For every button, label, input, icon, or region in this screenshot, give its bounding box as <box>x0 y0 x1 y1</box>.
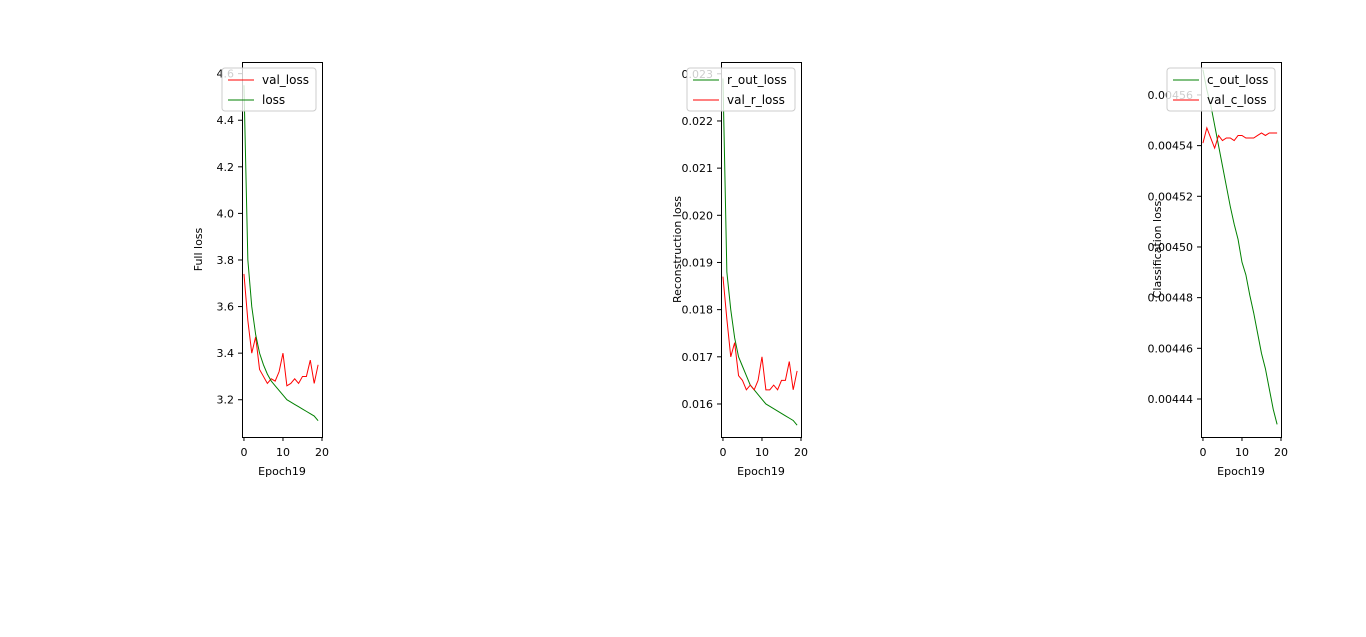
series-line-val_loss <box>243 273 319 387</box>
legend-label-loss: loss <box>262 93 285 107</box>
legend-label-val_loss: val_loss <box>262 73 309 87</box>
series-line-c_out_loss <box>1202 69 1278 425</box>
y-tick-label: 0.019 <box>682 256 714 269</box>
x-axis-label: Epoch19 <box>737 465 785 478</box>
y-tick-label: 0.020 <box>682 209 714 222</box>
y-tick-label: 0.018 <box>682 304 714 317</box>
y-tick-label: 0.00452 <box>1148 190 1194 203</box>
y-tick-label: 3.4 <box>217 347 235 360</box>
y-tick-label: 4.2 <box>217 161 235 174</box>
chart-1: 010203.23.43.63.84.04.24.44.6Epoch19Full… <box>192 62 329 478</box>
x-axis-label: Epoch19 <box>1217 465 1265 478</box>
x-tick-label: 10 <box>276 446 290 459</box>
x-tick-label: 20 <box>1274 446 1288 459</box>
y-tick-label: 3.6 <box>217 301 235 314</box>
y-axis-label: Reconstruction loss <box>671 196 684 303</box>
y-tick-label: 0.00450 <box>1148 241 1194 254</box>
y-tick-label: 0.00446 <box>1148 342 1194 355</box>
x-tick-label: 20 <box>794 446 808 459</box>
y-axis-label: Classification loss <box>1151 200 1164 298</box>
y-axis-label: Full loss <box>192 227 205 271</box>
legend: c_out_loss val_c_loss <box>1166 67 1276 112</box>
legend-label-r_out_loss: r_out_loss <box>727 73 787 87</box>
plot-frame <box>721 62 802 438</box>
y-tick-label: 0.00444 <box>1148 393 1194 406</box>
series-line-val_c_loss <box>1202 126 1278 150</box>
series-line-r_out_loss <box>722 78 798 426</box>
x-tick-label: 0 <box>719 446 726 459</box>
series-line-val_r_loss <box>722 276 798 391</box>
y-tick-label: 4.4 <box>217 114 235 127</box>
y-tick-label: 0.022 <box>682 115 714 128</box>
legend-label-val_c_loss: val_c_loss <box>1207 93 1267 107</box>
legend: r_out_loss val_r_loss <box>686 67 796 112</box>
x-tick-label: 0 <box>240 446 247 459</box>
chart-3: 0 10 20 0.00444 0.00446 0.00448 0.00450 0.00452… <box>1148 62 1288 478</box>
y-tick-label: 0.017 <box>682 351 714 364</box>
y-tick-label: 3.2 <box>217 394 235 407</box>
chart-2: 0 10 20 0.016 0.017 0.018 0.019 0.020 0.021 0.022… <box>671 62 808 478</box>
x-tick-label: 10 <box>1235 446 1249 459</box>
x-axis-label: Epoch19 <box>258 465 306 478</box>
x-tick-label: 20 <box>315 446 329 459</box>
legend-label-c_out_loss: c_out_loss <box>1207 73 1268 87</box>
x-tick-label: 10 <box>755 446 769 459</box>
y-tick-label: 3.8 <box>217 254 235 267</box>
x-tick-label: 0 <box>1199 446 1206 459</box>
plot-frame <box>242 62 323 438</box>
y-tick-label: 0.016 <box>682 398 714 411</box>
legend-label-val_r_loss: val_r_loss <box>727 93 785 107</box>
y-tick-label: 4.0 <box>217 207 235 220</box>
y-tick-label: 0.00448 <box>1148 292 1194 305</box>
y-tick-label: 0.00454 <box>1148 140 1194 153</box>
y-tick-label: 0.021 <box>682 162 714 175</box>
series-line-loss <box>243 85 319 422</box>
